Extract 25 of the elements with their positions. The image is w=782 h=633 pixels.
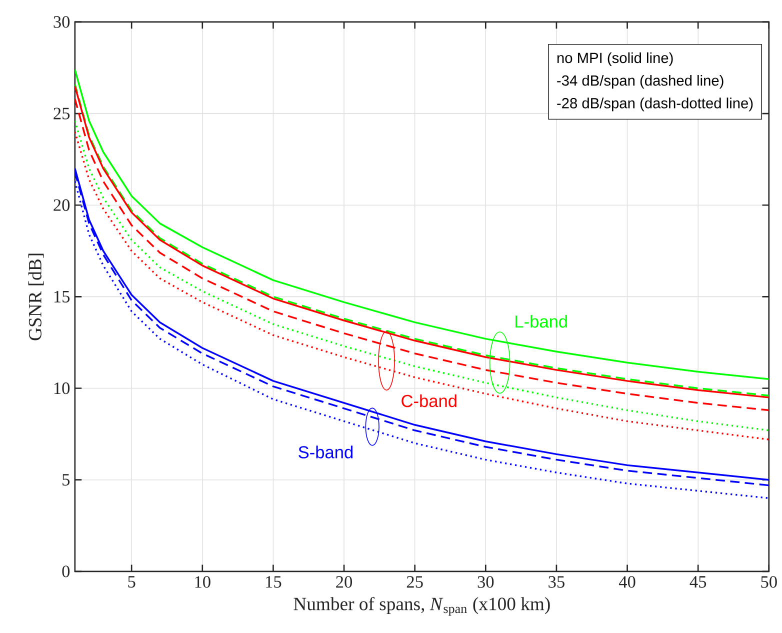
x-axis-title: Number of spans, N$_{span}$ (x100 km) xyxy=(294,596,550,616)
y-tick-label: 30 xyxy=(54,16,70,28)
x-tick-label: 30 xyxy=(478,576,494,588)
x-tick-label: 20 xyxy=(336,576,352,588)
y-tick-label: 0 xyxy=(62,565,70,578)
y-tick-label: 15 xyxy=(54,290,70,302)
x-tick-label: 35 xyxy=(548,576,564,588)
x-tick-label: 15 xyxy=(266,576,282,588)
y-tick-label: 10 xyxy=(54,382,70,394)
annotation: L-band xyxy=(516,314,567,328)
y-axis-title: GSNR [dB] xyxy=(28,254,44,340)
annotation: no MPI (solid line) xyxy=(557,52,673,66)
annotation: -34 dB/span (dashed line) xyxy=(557,74,724,88)
annotation: C-band xyxy=(402,394,456,407)
annotation: S-band xyxy=(298,446,353,458)
x-tick-label: 40 xyxy=(618,576,636,588)
y-tick-label: 5 xyxy=(62,474,70,486)
x-tick-label: 45 xyxy=(690,576,706,588)
x-tick-label: 25 xyxy=(406,576,423,588)
y-tick-label: 25 xyxy=(54,108,70,120)
x-tick-label: 10 xyxy=(195,576,210,588)
y-tick-label: 20 xyxy=(54,199,70,211)
annotation: -28 dB/span (dash-dotted line) xyxy=(557,97,753,112)
x-tick-label: 50 xyxy=(761,576,777,588)
x-tick-label: 5 xyxy=(128,576,136,588)
